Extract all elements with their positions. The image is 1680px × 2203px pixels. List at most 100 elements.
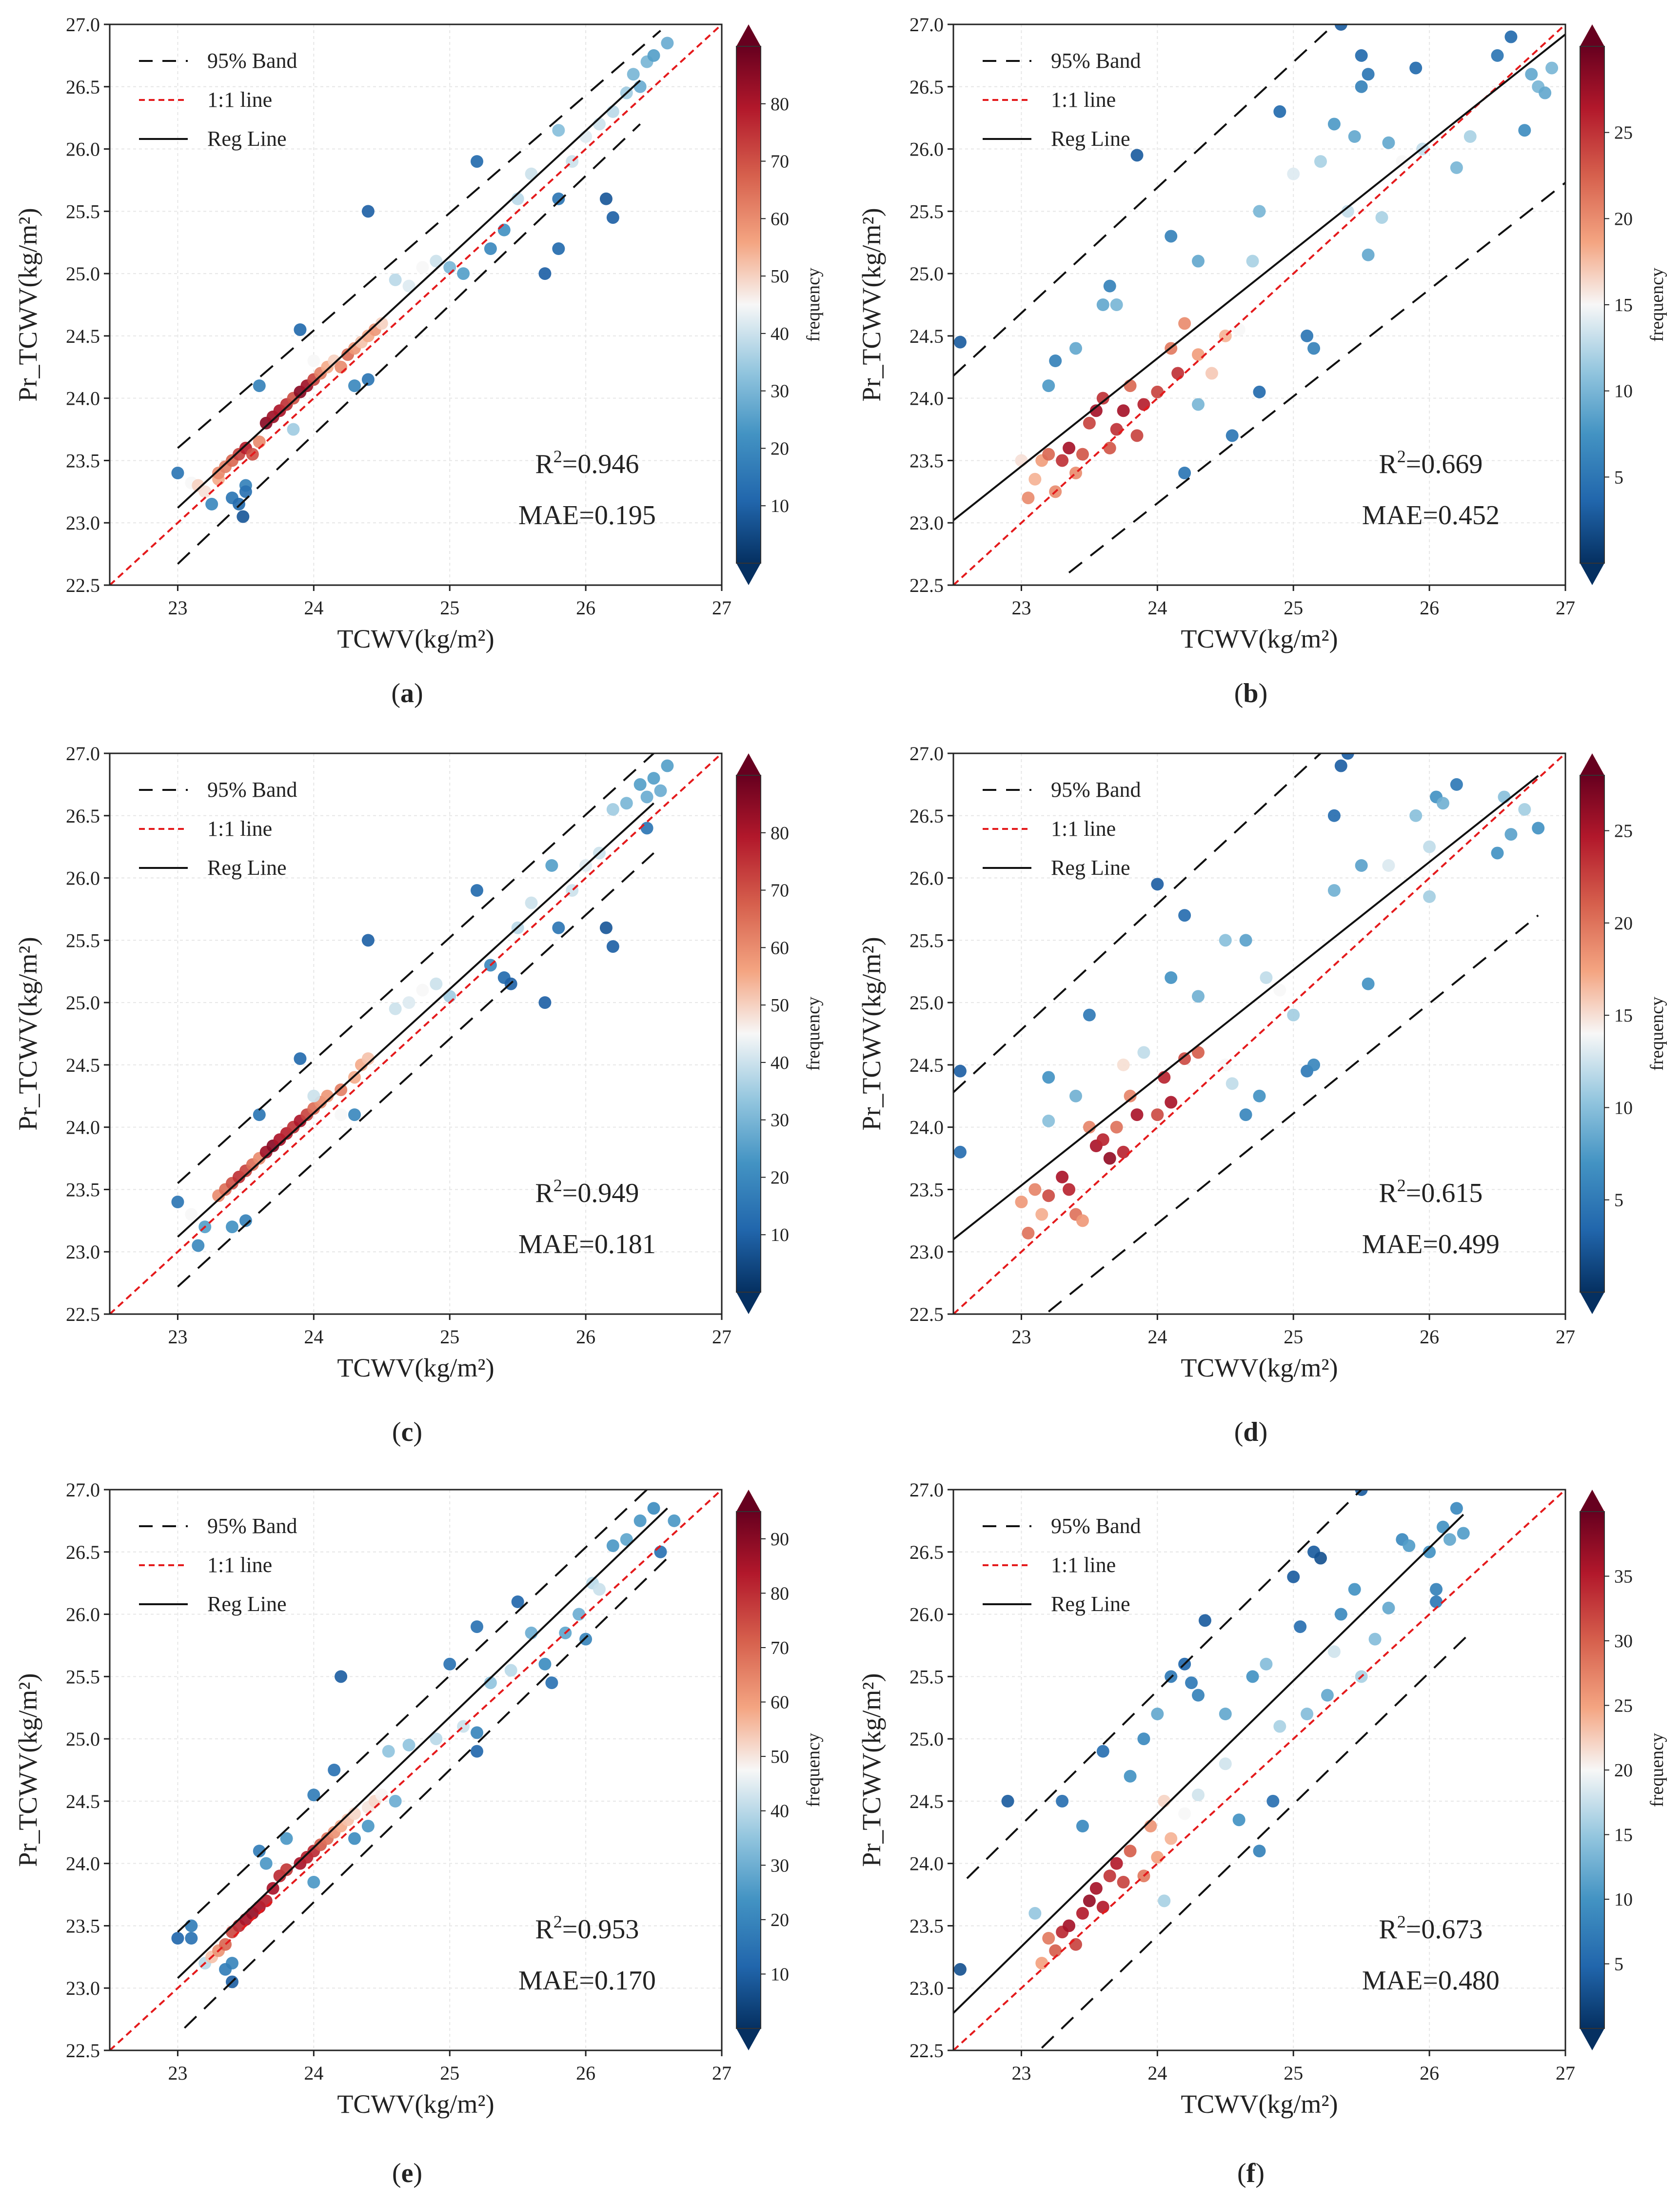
data-point [1334, 1608, 1347, 1621]
y-axis-label: Pr_TCWV(kg/m²) [857, 937, 886, 1130]
legend-entry: 1:1 line [1051, 88, 1116, 112]
legend-entry: 1:1 line [1051, 1553, 1116, 1577]
data-point [1423, 840, 1436, 853]
y-tick-label: 27.0 [66, 14, 100, 36]
fit-lines [110, 753, 722, 1314]
data-point [1165, 1096, 1178, 1109]
data-point [253, 1108, 266, 1121]
legend-entry: 95% Band [207, 49, 297, 73]
y-tick-label: 26.0 [909, 1604, 944, 1626]
data-point [1035, 1208, 1048, 1221]
panel-d: 23 24 25 26 27 22.5 23.0 23.5 24.0 24.5 25.0 25.5 26… [857, 743, 1667, 1447]
y-tick-label: 25.5 [909, 200, 944, 222]
data-point [1205, 367, 1218, 380]
x-tick-label: 27 [1556, 2062, 1575, 2084]
one-to-one-line [953, 1490, 1565, 2050]
colorbar-bottom-arrow [1580, 1292, 1604, 1314]
colorbar-tick-label: 35 [1614, 1567, 1633, 1587]
data-point [525, 167, 538, 180]
data-point [953, 1064, 967, 1078]
colorbar-bottom-arrow [1580, 563, 1604, 585]
data-point [389, 273, 402, 286]
x-tick-label: 25 [1284, 2062, 1303, 2084]
data-point [239, 1214, 252, 1227]
one-to-one-line [110, 1490, 722, 2050]
data-point [1178, 1807, 1191, 1820]
data-point [1083, 1121, 1096, 1134]
data-point [307, 1789, 320, 1802]
data-point [1253, 205, 1266, 218]
data-point [620, 797, 633, 810]
data-point [1137, 1046, 1150, 1059]
data-point [1028, 1183, 1042, 1196]
data-point [185, 1208, 198, 1221]
fit-lines [953, 753, 1565, 1314]
data-point [504, 1664, 517, 1677]
band-lower-line [183, 1557, 668, 2029]
one-to-one-line [110, 753, 722, 1314]
colorbar-tick-label: 60 [771, 209, 789, 229]
data-point [335, 360, 348, 374]
plot-frame [109, 23, 723, 586]
colorbar-bottom-arrow [1580, 2028, 1604, 2050]
data-point [1110, 1121, 1123, 1134]
data-point [348, 1108, 361, 1121]
colorbar-tick-label: 20 [1614, 209, 1633, 229]
y-tick-label: 26.5 [66, 76, 100, 98]
data-point [402, 996, 415, 1009]
data-point [1015, 454, 1028, 467]
data-point [1130, 149, 1144, 162]
y-tick-label: 24.5 [909, 1790, 944, 1812]
x-tick-label: 23 [1011, 2062, 1031, 2084]
data-point [259, 1857, 273, 1870]
y-axis-label: Pr_TCWV(kg/m²) [13, 208, 42, 401]
legend-entry: 95% Band [207, 778, 297, 802]
y-tick-label: 23.5 [909, 1179, 944, 1200]
data-point [1049, 354, 1062, 367]
y-tick-label: 24.0 [66, 1853, 100, 1875]
x-tick-label: 24 [1147, 1326, 1167, 1348]
x-tick-label: 27 [712, 1326, 731, 1348]
r-squared: R2=0.669 [1379, 447, 1482, 479]
data-point [1056, 454, 1069, 467]
legend-entry: Reg Line [207, 127, 287, 151]
data-point [1165, 971, 1178, 984]
data-point [525, 896, 538, 909]
data-point [1110, 1857, 1123, 1870]
data-point [1063, 441, 1076, 454]
data-point [1491, 49, 1504, 62]
colorbar-tick-label: 5 [1614, 467, 1623, 488]
colorbar-tick-label: 50 [771, 995, 789, 1016]
data-point [1321, 1689, 1334, 1702]
y-tick-label: 23.5 [66, 1915, 100, 1937]
data-point [205, 497, 218, 511]
data-point [1083, 1008, 1096, 1022]
data-point [1192, 1046, 1205, 1059]
legend-entry: 1:1 line [1051, 817, 1116, 841]
y-tick-label: 23.0 [66, 1241, 100, 1263]
data-point [627, 68, 640, 81]
data-point [1076, 448, 1089, 461]
x-tick-label: 26 [576, 1326, 595, 1348]
colorbar-tick-label: 25 [1614, 1696, 1633, 1716]
regression-line [177, 802, 654, 1238]
colorbar-tick-label: 70 [771, 152, 789, 172]
data-point [1409, 61, 1423, 75]
band-lower-line [1048, 914, 1539, 1313]
regression-line [177, 79, 641, 509]
colorbar-tick-label: 10 [1614, 1098, 1633, 1118]
r-squared: R2=0.953 [535, 1912, 639, 1945]
data-point [1518, 803, 1531, 816]
colorbar-frame [736, 775, 761, 1293]
panel-label: (f) [1237, 2158, 1265, 2188]
colorbar-bottom-arrow [736, 1292, 761, 1314]
legend-entry: Reg Line [1051, 1592, 1130, 1616]
data-point [1198, 1614, 1211, 1627]
data-point [1341, 753, 1354, 760]
mae-value: MAE=0.195 [518, 500, 656, 531]
data-point [307, 1089, 320, 1102]
data-point [1239, 1108, 1252, 1121]
data-point [1124, 1845, 1137, 1858]
colorbar-tick-label: 5 [1614, 1954, 1623, 1975]
data-point [1110, 423, 1123, 436]
